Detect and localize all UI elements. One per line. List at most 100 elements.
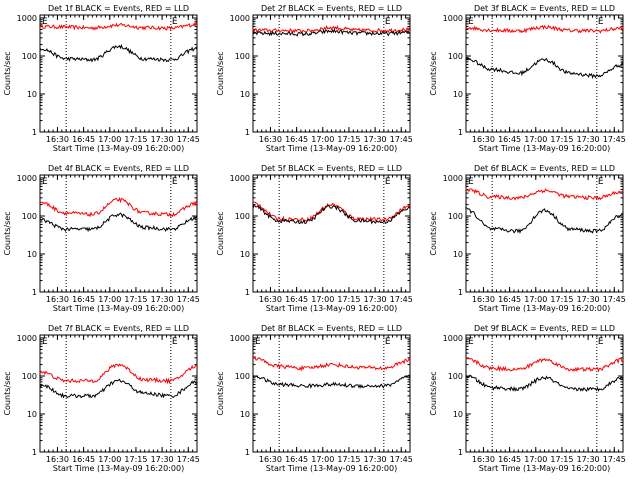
- y-tick-label: 10: [27, 90, 37, 99]
- series-line-lld: [465, 24, 624, 34]
- panel-det-3: Det 3f BLACK = Events, RED = LLD 1 10 100 10…: [429, 4, 626, 153]
- plot-frame: [39, 14, 198, 133]
- marker-label-left: E: [468, 337, 474, 347]
- y-tick-label: 100: [22, 212, 37, 221]
- x-tick-label: 17:15: [124, 135, 147, 144]
- y-axis-label: Counts/sec: [216, 211, 225, 255]
- panel-title: Det 3f BLACK = Events, RED = LLD: [474, 4, 615, 13]
- x-tick-label: 17:30: [151, 295, 174, 304]
- y-tick-label: 100: [448, 372, 463, 381]
- y-tick-label: 10: [27, 250, 37, 259]
- x-tick-label: 17:30: [577, 135, 600, 144]
- marker-label-right: E: [385, 177, 391, 187]
- y-tick-label: 1000: [17, 14, 37, 23]
- x-axis-label: Start Time (13-May-09 16:20:00): [266, 144, 397, 153]
- panel-det-7: Det 7f BLACK = Events, RED = LLD 1 10 100 10…: [3, 324, 200, 473]
- series-line-events: [39, 378, 198, 399]
- marker-label-right: E: [598, 17, 604, 27]
- y-tick-label: 100: [235, 212, 250, 221]
- y-tick-label: 10: [27, 410, 37, 419]
- marker-label-right: E: [172, 337, 178, 347]
- y-tick-label: 10: [240, 250, 250, 259]
- y-tick-label: 1: [32, 288, 37, 297]
- marker-label-left: E: [255, 337, 261, 347]
- x-tick-label: 17:15: [337, 455, 360, 464]
- plot-frame: [39, 334, 198, 453]
- x-tick-label: 16:30: [472, 295, 495, 304]
- series-line-events: [39, 212, 198, 233]
- x-axis-label: Start Time (13-May-09 16:20:00): [479, 304, 610, 313]
- x-tick-label: 17:00: [524, 135, 547, 144]
- panel-title: Det 8f BLACK = Events, RED = LLD: [261, 324, 402, 333]
- x-tick-label: 17:30: [364, 295, 387, 304]
- panel-title: Det 1f BLACK = Events, RED = LLD: [48, 4, 189, 13]
- x-tick-label: 17:00: [311, 455, 334, 464]
- x-tick-label: 17:15: [124, 455, 147, 464]
- x-axis-label: Start Time (13-May-09 16:20:00): [53, 144, 184, 153]
- x-tick-label: 17:00: [311, 135, 334, 144]
- plot-frame: [465, 334, 624, 453]
- y-axis-label: Counts/sec: [216, 371, 225, 415]
- panel-title: Det 6f BLACK = Events, RED = LLD: [474, 164, 615, 173]
- x-tick-label: 17:15: [550, 295, 573, 304]
- y-tick-label: 1: [245, 448, 250, 457]
- series-line-lld: [39, 196, 198, 218]
- marker-label-right: E: [172, 177, 178, 187]
- y-tick-label: 1000: [443, 334, 463, 343]
- marker-label-left: E: [42, 337, 48, 347]
- series-line-lld: [252, 24, 411, 34]
- series-line-lld: [465, 188, 624, 201]
- x-axis-label: Start Time (13-May-09 16:20:00): [266, 304, 397, 313]
- x-tick-label: 17:00: [524, 295, 547, 304]
- y-axis-label: Counts/sec: [216, 51, 225, 95]
- panel-det-9: Det 9f BLACK = Events, RED = LLD 1 10 100 10…: [429, 324, 626, 473]
- x-tick-label: 17:00: [524, 455, 547, 464]
- x-tick-label: 16:45: [285, 295, 308, 304]
- x-tick-label: 17:15: [550, 455, 573, 464]
- x-tick-label: 17:45: [603, 455, 626, 464]
- series-line-events: [465, 374, 624, 392]
- marker-label-right: E: [598, 337, 604, 347]
- y-tick-label: 10: [453, 90, 463, 99]
- series-line-events: [39, 43, 198, 63]
- y-tick-label: 100: [448, 212, 463, 221]
- y-tick-label: 1: [458, 128, 463, 137]
- x-tick-label: 16:45: [498, 295, 521, 304]
- x-tick-label: 17:45: [603, 135, 626, 144]
- y-tick-label: 100: [235, 52, 250, 61]
- marker-label-right: E: [598, 177, 604, 187]
- marker-label-left: E: [468, 177, 474, 187]
- x-tick-label: 17:15: [124, 295, 147, 304]
- x-axis-label: Start Time (13-May-09 16:20:00): [53, 304, 184, 313]
- y-tick-label: 1000: [230, 334, 250, 343]
- x-tick-label: 16:30: [46, 455, 69, 464]
- y-tick-label: 1000: [17, 334, 37, 343]
- series-line-lld: [39, 21, 198, 31]
- y-tick-label: 1000: [17, 174, 37, 183]
- y-tick-label: 1: [32, 448, 37, 457]
- y-tick-label: 100: [22, 372, 37, 381]
- x-axis-label: Start Time (13-May-09 16:20:00): [266, 464, 397, 473]
- plot-frame: [252, 334, 411, 453]
- panel-title: Det 5f BLACK = Events, RED = LLD: [261, 164, 402, 173]
- x-tick-label: 17:00: [98, 295, 121, 304]
- panel-title: Det 4f BLACK = Events, RED = LLD: [48, 164, 189, 173]
- x-tick-label: 17:00: [311, 295, 334, 304]
- x-tick-label: 17:30: [151, 135, 174, 144]
- series-line-lld: [465, 357, 624, 373]
- x-tick-label: 16:45: [72, 135, 95, 144]
- y-tick-label: 100: [235, 372, 250, 381]
- plot-frame: [465, 174, 624, 293]
- panel-title: Det 9f BLACK = Events, RED = LLD: [474, 324, 615, 333]
- series-line-events: [252, 28, 411, 37]
- marker-label-right: E: [172, 17, 178, 27]
- x-axis-label: Start Time (13-May-09 16:20:00): [479, 144, 610, 153]
- y-tick-label: 1: [245, 128, 250, 137]
- series-line-events: [465, 207, 624, 235]
- marker-label-left: E: [42, 17, 48, 27]
- y-tick-label: 1000: [230, 14, 250, 23]
- y-tick-label: 1000: [443, 174, 463, 183]
- y-axis-label: Counts/sec: [3, 211, 12, 255]
- y-tick-label: 1: [32, 128, 37, 137]
